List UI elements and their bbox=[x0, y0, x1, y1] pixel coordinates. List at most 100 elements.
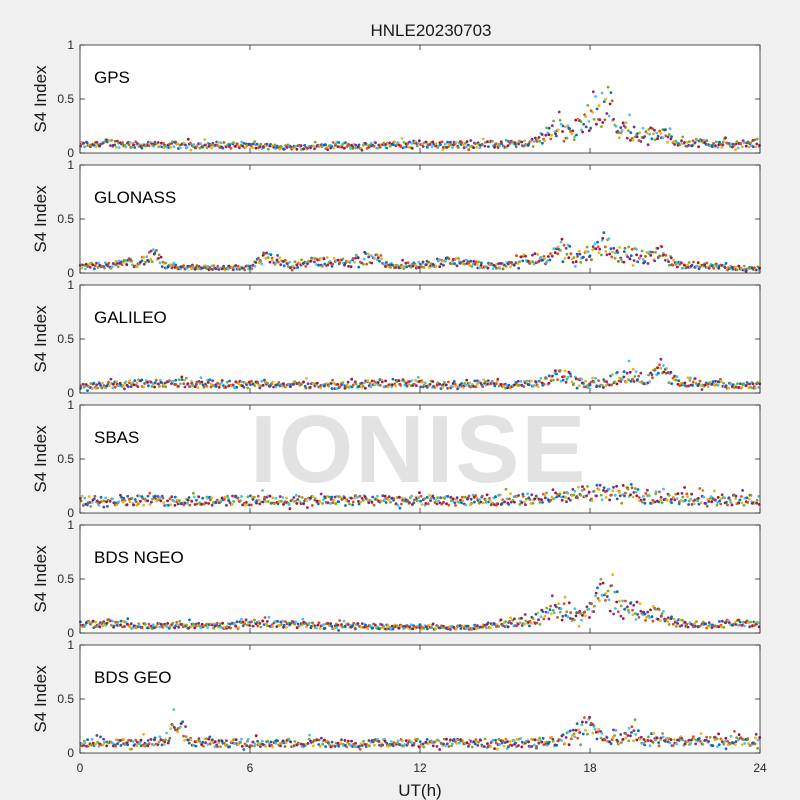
data-point bbox=[134, 140, 138, 144]
data-point bbox=[596, 597, 600, 600]
data-point bbox=[514, 143, 517, 146]
data-point bbox=[188, 503, 192, 507]
data-point bbox=[711, 744, 715, 748]
data-point bbox=[686, 495, 689, 499]
data-point bbox=[582, 122, 586, 126]
data-point bbox=[686, 263, 689, 267]
data-point bbox=[193, 626, 197, 630]
data-point bbox=[209, 382, 213, 386]
data-point bbox=[670, 615, 673, 619]
data-point bbox=[557, 110, 561, 114]
data-point bbox=[370, 261, 373, 265]
data-point bbox=[453, 501, 457, 505]
data-point bbox=[518, 502, 522, 506]
data-point bbox=[261, 383, 265, 387]
data-point bbox=[575, 722, 579, 725]
data-point bbox=[590, 499, 594, 503]
data-point bbox=[533, 252, 537, 256]
data-point bbox=[528, 624, 531, 628]
data-point bbox=[558, 492, 562, 496]
data-point bbox=[660, 612, 664, 616]
data-point bbox=[729, 501, 733, 504]
data-point bbox=[629, 483, 633, 486]
data-point bbox=[245, 744, 249, 747]
data-point bbox=[722, 742, 726, 746]
x-tick-label: 12 bbox=[413, 761, 427, 775]
data-point bbox=[678, 384, 682, 387]
data-point bbox=[175, 621, 179, 624]
data-point bbox=[562, 243, 566, 247]
data-point bbox=[724, 736, 728, 740]
data-point bbox=[632, 739, 635, 743]
data-point bbox=[96, 386, 100, 390]
data-point bbox=[422, 266, 426, 269]
data-point bbox=[259, 625, 263, 629]
data-point bbox=[140, 259, 144, 263]
data-point bbox=[521, 494, 525, 498]
data-point bbox=[506, 625, 510, 629]
data-point bbox=[218, 622, 222, 626]
data-point bbox=[258, 622, 262, 625]
data-point bbox=[482, 378, 486, 382]
data-point bbox=[637, 496, 641, 499]
data-point bbox=[389, 266, 392, 269]
data-point bbox=[680, 261, 683, 265]
data-point bbox=[687, 384, 690, 388]
data-point bbox=[331, 141, 335, 144]
data-point bbox=[469, 259, 473, 263]
data-point bbox=[552, 378, 555, 382]
data-point bbox=[744, 144, 748, 148]
data-point bbox=[732, 144, 736, 147]
data-point bbox=[635, 135, 639, 139]
data-point bbox=[514, 145, 518, 149]
data-point bbox=[261, 500, 265, 504]
data-point bbox=[90, 737, 94, 741]
data-point bbox=[659, 132, 663, 135]
data-point bbox=[470, 502, 474, 505]
data-point bbox=[573, 607, 577, 611]
y-axis-label: S4 Index bbox=[31, 425, 50, 493]
data-point bbox=[575, 133, 578, 137]
data-point bbox=[350, 496, 353, 500]
data-point bbox=[595, 107, 599, 111]
data-point bbox=[331, 501, 335, 504]
data-point bbox=[532, 140, 536, 143]
data-point bbox=[400, 265, 404, 269]
data-point bbox=[308, 386, 312, 389]
data-point bbox=[520, 616, 523, 620]
data-point bbox=[586, 250, 590, 254]
data-point bbox=[346, 739, 350, 743]
data-point bbox=[376, 381, 380, 384]
data-point bbox=[261, 489, 264, 492]
data-point bbox=[587, 129, 591, 133]
data-point bbox=[451, 146, 454, 149]
data-point bbox=[737, 738, 740, 742]
data-point bbox=[288, 260, 291, 264]
data-point bbox=[720, 145, 724, 149]
data-point bbox=[229, 146, 233, 150]
data-point bbox=[332, 626, 336, 630]
data-point bbox=[397, 626, 401, 630]
data-point bbox=[460, 495, 464, 499]
data-point bbox=[356, 256, 360, 260]
data-point bbox=[158, 385, 161, 388]
data-point bbox=[449, 143, 453, 147]
data-point bbox=[636, 260, 639, 264]
data-point bbox=[470, 745, 474, 749]
data-point bbox=[506, 386, 510, 390]
data-point bbox=[537, 259, 541, 263]
data-point bbox=[166, 499, 170, 503]
data-point bbox=[665, 736, 669, 740]
data-point bbox=[615, 382, 619, 386]
data-point bbox=[364, 252, 368, 256]
data-point bbox=[293, 740, 297, 743]
data-point bbox=[122, 737, 125, 741]
data-point bbox=[581, 485, 584, 488]
data-point bbox=[593, 242, 597, 246]
data-point bbox=[561, 130, 564, 133]
data-point bbox=[595, 737, 599, 741]
data-point bbox=[724, 136, 727, 140]
data-point bbox=[531, 145, 535, 148]
data-point bbox=[422, 627, 426, 630]
data-point bbox=[177, 378, 181, 382]
